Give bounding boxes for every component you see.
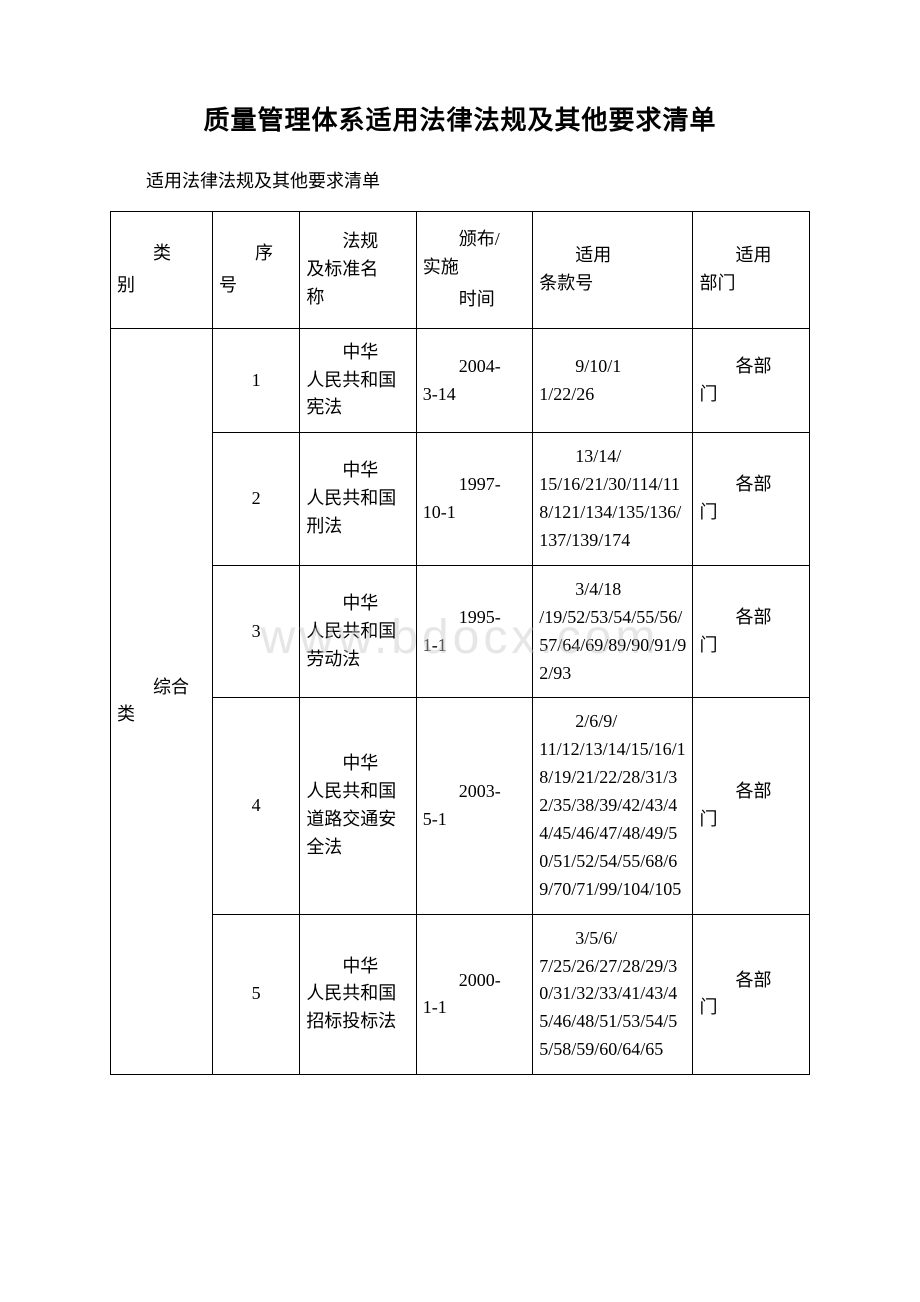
table-row: 5 中华人民共和国招标投标法 2000-1-1 3/5/6/7/25/26/27… xyxy=(111,914,810,1074)
cell-date: 1997-10-1 xyxy=(416,433,532,566)
page-subtitle: 适用法律法规及其他要求清单 xyxy=(110,167,810,193)
cell-name: 中华人民共和国道路交通安全法 xyxy=(300,698,416,914)
col-seq: 序 号 xyxy=(212,212,299,329)
cell-name: 中华人民共和国招标投标法 xyxy=(300,914,416,1074)
cell-clause: 13/14/15/16/21/30/114/118/121/134/135/13… xyxy=(533,433,693,566)
cell-name: 中华人民共和国宪法 xyxy=(300,328,416,433)
col-category: 类 别 xyxy=(111,212,213,329)
cell-seq: 3 xyxy=(212,565,299,698)
table-row: 综合类 1 中华人民共和国宪法 2004-3-14 9/10/11/22/26 … xyxy=(111,328,810,433)
cell-category: 综合类 xyxy=(111,328,213,1074)
page-title: 质量管理体系适用法律法规及其他要求清单 xyxy=(110,100,810,137)
cell-dept: 各部门 xyxy=(693,328,810,433)
cell-date: 1995-1-1 xyxy=(416,565,532,698)
cell-seq: 4 xyxy=(212,698,299,914)
cell-seq: 5 xyxy=(212,914,299,1074)
cell-name: 中华人民共和国劳动法 xyxy=(300,565,416,698)
table-row: 4 中华人民共和国道路交通安全法 2003-5-1 2/6/9/11/12/13… xyxy=(111,698,810,914)
col-dept: 适用 部门 xyxy=(693,212,810,329)
col-clause: 适用 条款号 xyxy=(533,212,693,329)
col-date: 颁布/ 实施 时间 xyxy=(416,212,532,329)
cell-dept: 各部门 xyxy=(693,565,810,698)
cell-dept: 各部门 xyxy=(693,433,810,566)
cell-dept: 各部门 xyxy=(693,698,810,914)
col-name: 法规 及标准名 称 xyxy=(300,212,416,329)
table-header-row: 类 别 序 号 法规 及标准名 称 颁布/ 实施 时间 适用 条款号 xyxy=(111,212,810,329)
regulations-table: 类 别 序 号 法规 及标准名 称 颁布/ 实施 时间 适用 条款号 xyxy=(110,211,810,1075)
table-row: 3 中华人民共和国劳动法 1995-1-1 3/4/18/19/52/53/54… xyxy=(111,565,810,698)
cell-seq: 2 xyxy=(212,433,299,566)
cell-date: 2000-1-1 xyxy=(416,914,532,1074)
cell-seq: 1 xyxy=(212,328,299,433)
table-row: 2 中华人民共和国刑法 1997-10-1 13/14/15/16/21/30/… xyxy=(111,433,810,566)
cell-clause: 3/4/18/19/52/53/54/55/56/57/64/69/89/90/… xyxy=(533,565,693,698)
cell-name: 中华人民共和国刑法 xyxy=(300,433,416,566)
cell-clause: 9/10/11/22/26 xyxy=(533,328,693,433)
cell-dept: 各部门 xyxy=(693,914,810,1074)
cell-date: 2003-5-1 xyxy=(416,698,532,914)
cell-date: 2004-3-14 xyxy=(416,328,532,433)
cell-clause: 3/5/6/7/25/26/27/28/29/30/31/32/33/41/43… xyxy=(533,914,693,1074)
cell-clause: 2/6/9/11/12/13/14/15/16/18/19/21/22/28/3… xyxy=(533,698,693,914)
